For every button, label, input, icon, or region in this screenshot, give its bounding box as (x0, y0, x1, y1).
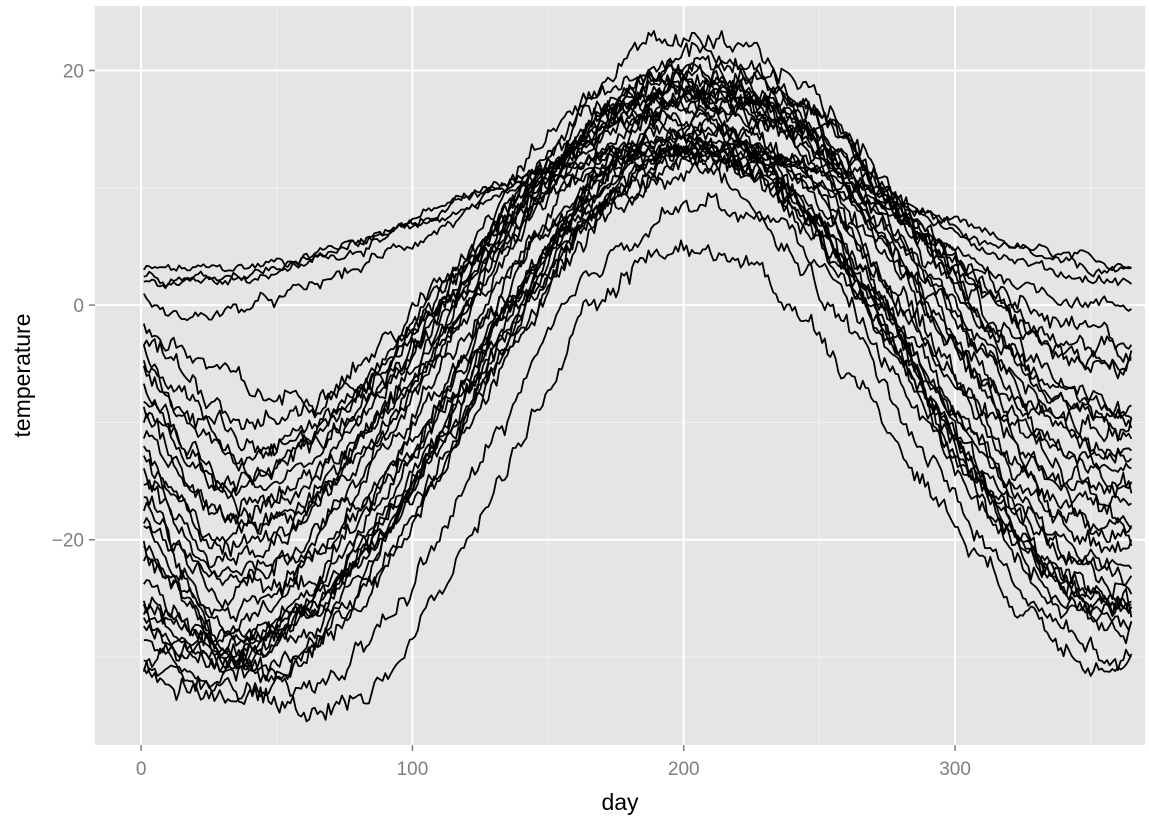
data-series (142, 29, 1133, 723)
x-axis-title: day (601, 789, 639, 815)
series-line-7 (142, 64, 1132, 457)
y-axis-tick-labels: −20 0 20 (52, 62, 84, 552)
x-tick-label: 100 (397, 759, 429, 780)
series-line-30 (143, 132, 1132, 673)
series-line-33 (143, 192, 1132, 705)
plot-panel (95, 6, 1145, 745)
series-line-13 (142, 63, 1133, 525)
x-tick-label: 200 (668, 759, 700, 780)
axis-ticks (89, 69, 956, 751)
series-line-34 (142, 239, 1133, 723)
series-line-21 (143, 120, 1133, 623)
series-line-2 (143, 146, 1132, 288)
series-line-23 (142, 130, 1133, 643)
series-line-19 (143, 98, 1132, 580)
series-line-12 (142, 57, 1133, 517)
series-line-29 (143, 139, 1132, 673)
x-axis-tick-labels: 0 100 200 300 (136, 759, 971, 780)
y-axis-title: temperature (9, 313, 35, 437)
series-line-28 (142, 161, 1133, 664)
series-line-15 (143, 79, 1133, 550)
series-line-18 (143, 91, 1133, 587)
y-tick-label: −20 (52, 531, 84, 552)
series-line-10 (142, 29, 1132, 494)
x-tick-label: 0 (136, 759, 147, 780)
x-tick-label: 300 (939, 759, 971, 780)
series-line-32 (143, 113, 1133, 692)
y-tick-label: 0 (73, 296, 84, 317)
series-line-35 (142, 84, 1133, 662)
series-line-11 (143, 30, 1133, 500)
series-line-31 (143, 108, 1132, 684)
y-tick-label: 20 (63, 62, 84, 83)
